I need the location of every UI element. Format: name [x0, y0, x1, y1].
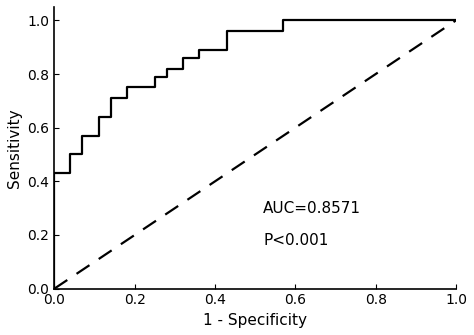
X-axis label: 1 - Specificity: 1 - Specificity [203, 313, 307, 328]
Text: P<0.001: P<0.001 [263, 233, 328, 248]
Text: AUC=0.8571: AUC=0.8571 [263, 201, 361, 216]
Y-axis label: Sensitivity: Sensitivity [7, 108, 22, 188]
